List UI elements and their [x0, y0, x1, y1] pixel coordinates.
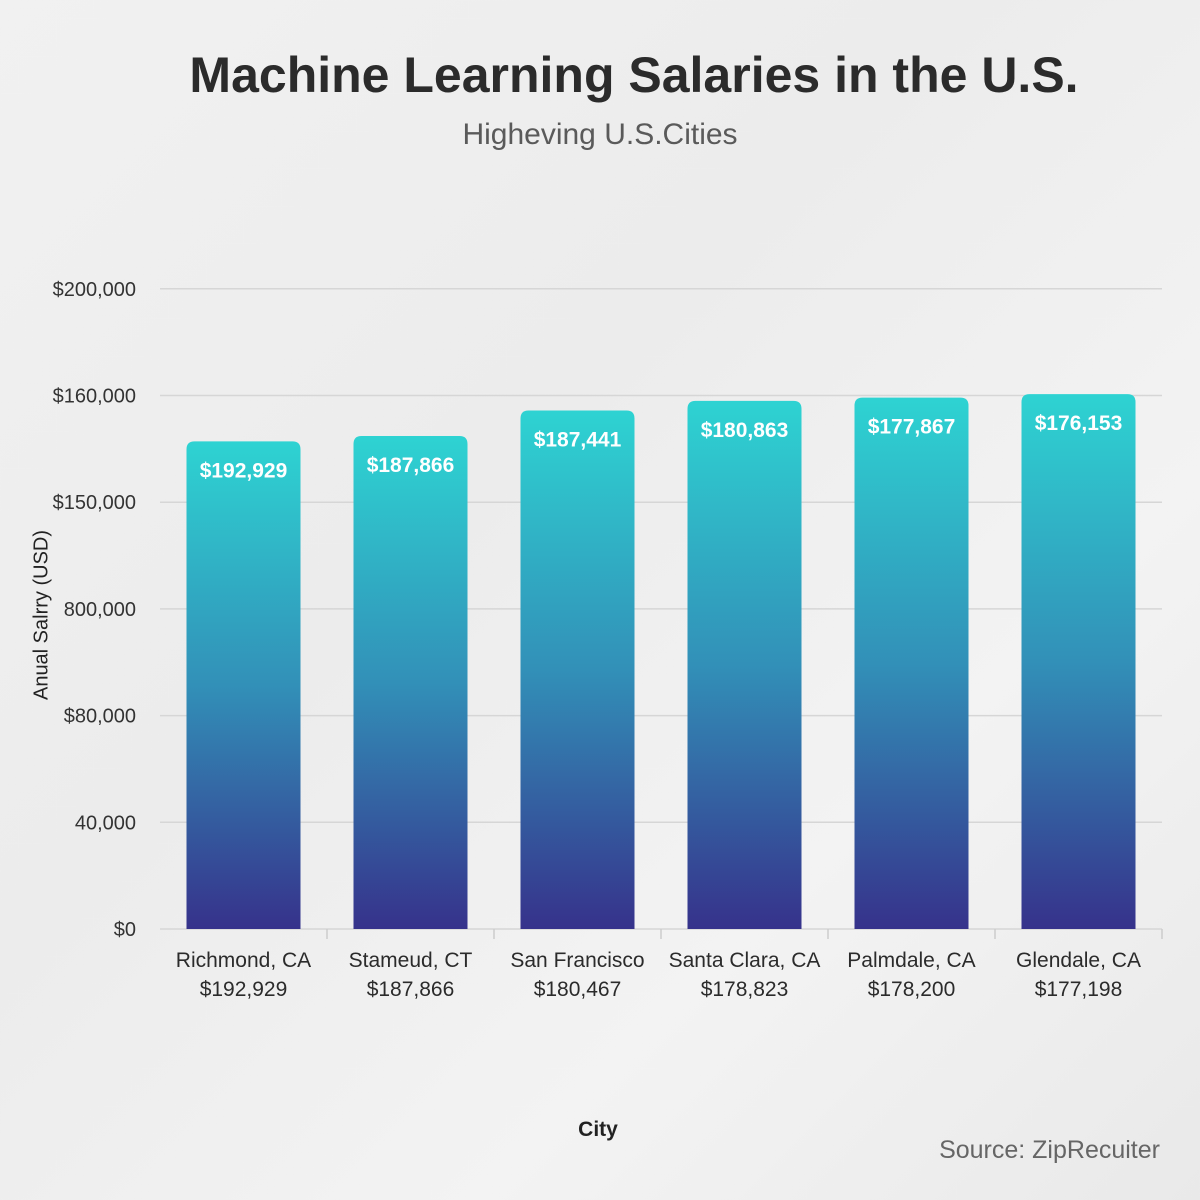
x-category-label: San Francisco	[510, 949, 644, 972]
bar	[687, 400, 802, 930]
y-tick-label: 40,000	[75, 812, 136, 834]
chart-title: Machine Learning Salaries in the U.S.	[189, 47, 1079, 103]
bar-value-label: $177,867	[868, 416, 956, 439]
y-tick-label: $200,000	[53, 279, 136, 301]
bar	[353, 436, 468, 929]
x-category-label: Palmdale, CA	[847, 949, 975, 972]
x-category-value: $187,866	[367, 978, 455, 1001]
x-category-label: Richmond, CA	[176, 949, 311, 972]
bar	[186, 441, 301, 929]
y-axis-label: Anual Salrry (USD)	[30, 529, 53, 701]
bar-value-label: $180,863	[701, 419, 789, 442]
x-category-label: Santa Clara, CA	[669, 949, 821, 972]
bar-value-label: $187,866	[367, 454, 455, 477]
bar-value-label: $192,929	[200, 459, 288, 482]
bar-value-label: $176,153	[1035, 412, 1123, 435]
x-category-label: Stameud, CT	[349, 949, 473, 972]
bar	[520, 410, 635, 929]
y-tick-label: $80,000	[64, 706, 136, 728]
x-category-value: $180,467	[534, 978, 622, 1001]
y-tick-label: $160,000	[53, 386, 136, 408]
y-tick-label: $0	[114, 919, 136, 941]
x-category-value: $178,200	[868, 978, 956, 1001]
x-category-value: $178,823	[701, 978, 789, 1001]
y-tick-label: $150,000	[53, 492, 136, 514]
x-category-value: $192,929	[200, 978, 288, 1001]
bar	[854, 397, 969, 929]
y-tick-label: 800,000	[64, 599, 136, 621]
source-note: Source: ZipRecuiter	[939, 1136, 1160, 1164]
x-category-label: Glendale, CA	[1016, 949, 1141, 972]
bar-value-label: $187,441	[534, 428, 622, 451]
x-axis-label: City	[578, 1118, 618, 1141]
bar	[1021, 394, 1136, 929]
chart-subtitle: Higheving U.S.Cities	[462, 118, 738, 151]
x-category-value: $177,198	[1035, 978, 1123, 1001]
